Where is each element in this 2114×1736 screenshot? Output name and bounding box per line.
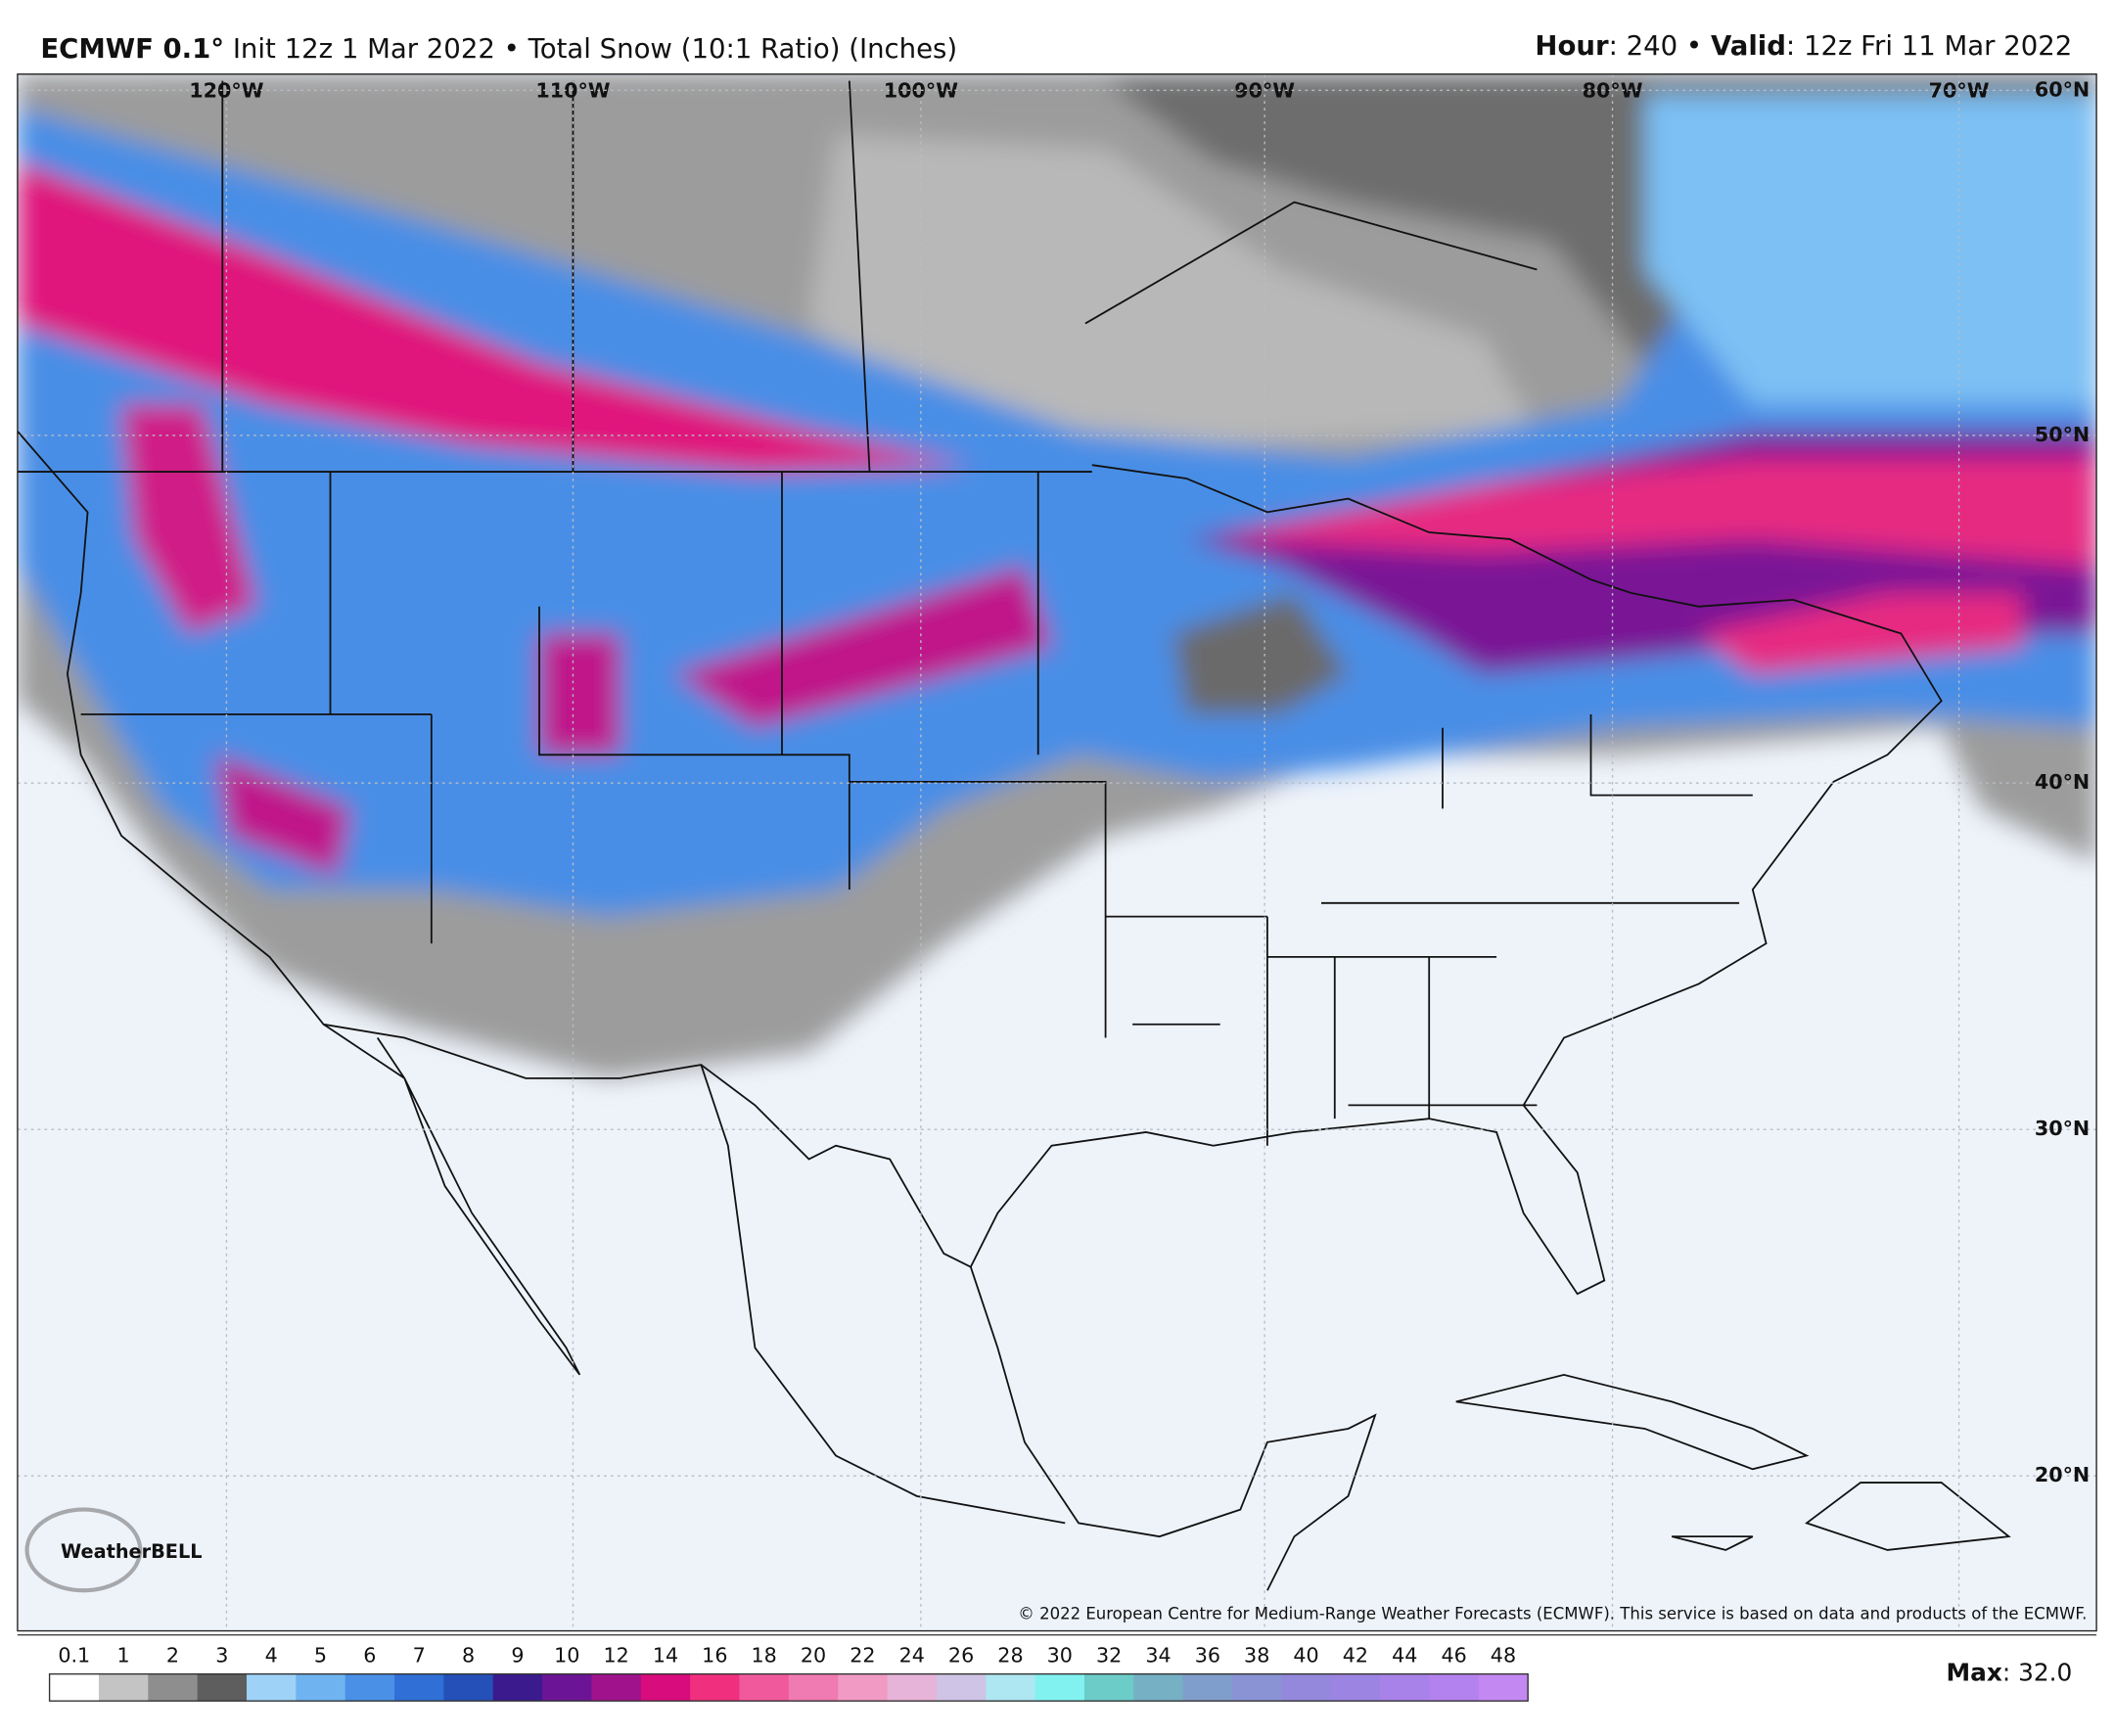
colorbar-tick-label: 36 [1195, 1644, 1220, 1667]
colorbar-tick-label: 46 [1441, 1644, 1466, 1667]
latitude-label: 30°N [2035, 1117, 2090, 1140]
latitude-label: 60°N [2035, 77, 2090, 101]
colorbar-tick-label: 48 [1491, 1644, 1516, 1667]
colorbar-tick-label: 16 [702, 1644, 727, 1667]
colorbar-tick-label: 6 [363, 1644, 376, 1667]
colorbar-tick-label: 22 [850, 1644, 875, 1667]
colorbar-tick-label: 40 [1293, 1644, 1318, 1667]
description: Init 12z 1 Mar 2022 • Total Snow (10:1 R… [233, 33, 957, 65]
max-label: Max [1947, 1659, 2002, 1687]
colorbar-tick-label: 10 [554, 1644, 579, 1667]
colorbar-tick-label: 2 [166, 1644, 179, 1667]
snow-pink-west [17, 161, 971, 473]
snow-pink-rockies [215, 566, 1052, 877]
colorbar-swatch [1380, 1673, 1431, 1702]
colorbar-swatch [1232, 1673, 1283, 1702]
colorbar-swatch [345, 1673, 395, 1702]
snow-pink-cascades [120, 404, 256, 634]
copyright: © 2022 European Centre for Medium-Range … [1018, 1605, 2087, 1623]
colorbar-swatch [1182, 1673, 1233, 1702]
snow-grey-patch [808, 134, 1538, 445]
snow-dark [17, 73, 2097, 405]
colorbar-frame [48, 1672, 1529, 1702]
header-left: ECMWF 0.1° Init 12z 1 Mar 2022 • Total S… [40, 33, 957, 65]
colorbar-tick-label: 9 [511, 1644, 524, 1667]
colorbar-swatch [1330, 1673, 1381, 1702]
colorbar-swatch [148, 1673, 199, 1702]
colorbar-tick-label: 34 [1145, 1644, 1171, 1667]
colorbar-tick-label: 8 [462, 1644, 475, 1667]
colorbar-swatch [98, 1673, 149, 1702]
colorbar-tick-label: 28 [997, 1644, 1023, 1667]
colorbar-tick-label: 24 [899, 1644, 925, 1667]
colorbar-swatch [394, 1673, 445, 1702]
colorbar-swatch [1281, 1673, 1332, 1702]
colorbar-tick-label: 38 [1244, 1644, 1269, 1667]
colorbar-swatch [1478, 1673, 1529, 1702]
colorbar-swatch [246, 1673, 298, 1702]
colorbar-swatch [591, 1673, 642, 1702]
valid-value: : 12z Fri 11 Mar 2022 [1786, 30, 2072, 62]
colorbar-tick-label: 26 [948, 1644, 974, 1667]
colorbar-swatch [197, 1673, 248, 1702]
colorbar-swatch [1083, 1673, 1135, 1702]
latitude-label: 40°N [2035, 770, 2090, 794]
colorbar-tick-label: 32 [1096, 1644, 1122, 1667]
hour-value: : 240 [1609, 30, 1678, 62]
colorbar-tick-label: 44 [1392, 1644, 1417, 1667]
max: Max: 32.0 [1947, 1659, 2073, 1687]
longitude-label: 110°W [535, 79, 610, 103]
colorbar-tick-label: 4 [265, 1644, 278, 1667]
logo-swirl [24, 1507, 143, 1593]
graticule: 120°W 110°W 100°W 90°W 80°W 70°W 60°N50°N40°N3… [17, 73, 2097, 1631]
snow-field [17, 73, 2097, 1078]
colorbar-tick-label: 7 [413, 1644, 426, 1667]
colorbar: 0.1 1 2 3 4 5 6 7 8 9 10 12 14 16 18 20 22 24 26 28 30 32 34 36… [48, 1644, 1529, 1702]
colorbar-swatch [936, 1673, 987, 1702]
colorbar-swatch [443, 1673, 494, 1702]
snow-blue [17, 108, 2097, 917]
snow-lightblue [1644, 94, 2097, 405]
colorbar-swatch [1034, 1673, 1085, 1702]
colorbar-swatch [1429, 1673, 1480, 1702]
colorbar-tick-label: 20 [801, 1644, 826, 1667]
colorbar-swatch [492, 1673, 543, 1702]
colorbar-swatch [640, 1673, 691, 1702]
colorbar-swatch [542, 1673, 593, 1702]
separator: • [1686, 30, 1702, 62]
colorbar-swatch [838, 1673, 889, 1702]
colorbar-tick-label: 18 [752, 1644, 777, 1667]
colorbar-swatch [788, 1673, 839, 1702]
map-frame [17, 73, 2097, 1632]
latitude-label: 50°N [2035, 423, 2090, 446]
colorbar-swatch [49, 1673, 100, 1702]
colorbar-tick-label: 42 [1343, 1644, 1368, 1667]
snow-grey-michigan [1172, 593, 1349, 714]
colorbar-swatch [986, 1673, 1036, 1702]
hour-label: Hour [1535, 30, 1609, 62]
logo: WeatherBELL [24, 1507, 203, 1593]
colorbar-tick-label: 5 [314, 1644, 327, 1667]
model: ECMWF 0.1° [40, 33, 224, 65]
colorbar-swatch [887, 1673, 938, 1702]
colorbar-tick-label: 3 [215, 1644, 228, 1667]
colorbar-swatch [296, 1673, 346, 1702]
colorbar-tick-label: 1 [117, 1644, 130, 1667]
longitude-label: 80°W [1583, 79, 1643, 103]
latitude-label: 20°N [2035, 1463, 2090, 1486]
colorbar-swatch [1133, 1673, 1184, 1702]
colorbar-tick-label: 30 [1047, 1644, 1073, 1667]
colorbar-tick-label: 14 [653, 1644, 678, 1667]
max-value: : 32.0 [2002, 1659, 2072, 1687]
map: 120°W 110°W 100°W 90°W 80°W 70°W 60°N50°N40°N3… [17, 73, 2097, 1631]
header-right: Hour: 240 • Valid: 12z Fri 11 Mar 2022 [1535, 30, 2072, 62]
colorbar-tick-label: 0.1 [58, 1644, 90, 1667]
colorbar-swatch [690, 1673, 741, 1702]
valid-label: Valid [1711, 30, 1786, 62]
colorbar-swatch [739, 1673, 790, 1702]
logo-text: WeatherBELL [61, 1540, 203, 1563]
snow-pink-east [1213, 458, 2097, 674]
colorbar-tick-label: 12 [603, 1644, 628, 1667]
